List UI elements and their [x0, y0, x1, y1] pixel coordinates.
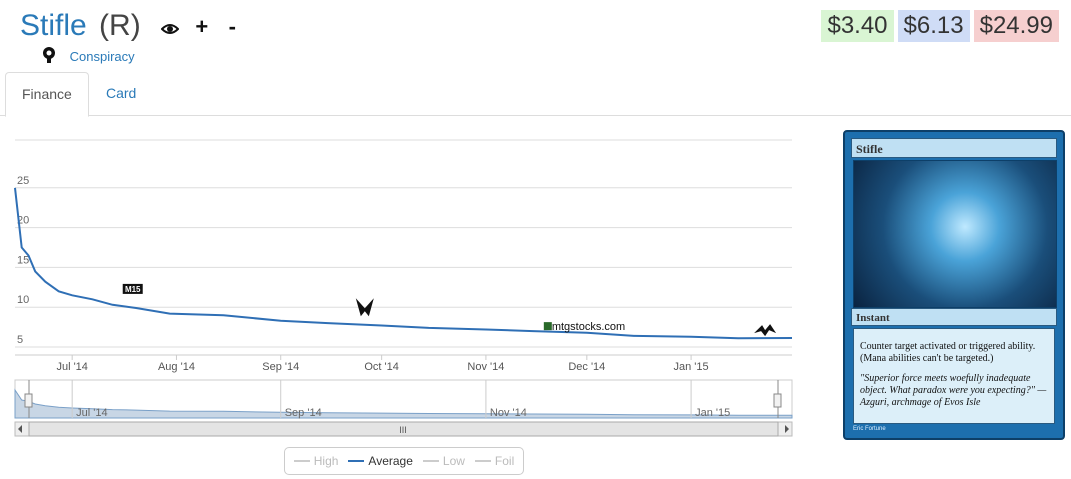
set-link[interactable]: Conspiracy: [69, 49, 135, 64]
chart-navigator[interactable]: Jul '14 Sep '14 Nov '14 Jan '15: [14, 379, 793, 419]
x-axis-ticks: Jul '14 Aug '14 Sep '14 Oct '14 Nov '14 Dec '…: [56, 355, 709, 373]
tab-bar: Finance Card: [0, 72, 1071, 117]
set-line: Conspiracy: [42, 46, 135, 67]
y-tick-label: 15: [17, 254, 29, 266]
svg-text:mtgstocks.com: mtgstocks.com: [552, 321, 625, 333]
y-tick-label: 10: [17, 294, 29, 306]
card-image: Stifle Instant Counter target activated …: [843, 130, 1065, 440]
y-tick-label: 25: [17, 175, 29, 187]
khans-set-icon[interactable]: [355, 298, 374, 317]
x-tick-label: Jan '15: [674, 361, 709, 373]
x-tick-label: Sep '14: [262, 361, 299, 373]
plus-icon[interactable]: +: [195, 14, 209, 40]
navigator-right-handle[interactable]: [773, 393, 782, 408]
chart-legend: High Average Low Foil: [284, 447, 524, 475]
card-artist: Eric Fortune: [853, 426, 886, 432]
minus-icon[interactable]: -: [228, 14, 236, 40]
x-tick-label: Aug '14: [158, 361, 195, 373]
scroll-right-icon[interactable]: [785, 425, 789, 433]
navigator-area: [14, 388, 793, 419]
card-image-type: Instant: [851, 308, 1057, 326]
legend-high[interactable]: High: [293, 454, 338, 468]
scrollbar-grip: III: [399, 425, 407, 435]
legend-foil[interactable]: Foil: [474, 454, 514, 468]
legend-average[interactable]: Average: [348, 454, 413, 468]
x-tick-label: Nov '14: [467, 361, 504, 373]
card-image-name: Stifle: [851, 138, 1057, 158]
y-axis-ticks: 5 10 15 20 25: [17, 175, 29, 346]
price-badges: $3.40 $6.13 $24.99: [821, 10, 1059, 42]
tab-card[interactable]: Card: [106, 85, 137, 101]
svg-text:M15: M15: [125, 285, 141, 294]
mtgstocks-logo-icon[interactable]: mtgstocks.com: [543, 321, 625, 333]
navigator-left-handle[interactable]: [24, 393, 33, 408]
chart-grid: [15, 139, 792, 356]
price-chart: 5 10 15 20 25 Jul '14 Aug '14 Sep '14 Oct '14 No…: [14, 139, 793, 437]
set-symbol-icon: [42, 46, 56, 67]
card-rarity: (R): [99, 9, 141, 42]
scroll-left-icon[interactable]: [18, 425, 22, 433]
card-rules-box: Counter target activated or triggered ab…: [853, 328, 1055, 424]
x-tick-label: Jul '14: [56, 361, 87, 373]
price-low: $3.40: [821, 10, 894, 42]
navigator-tick-label: Jul '14: [76, 407, 107, 419]
x-tick-label: Dec '14: [568, 361, 605, 373]
fate-set-icon[interactable]: [754, 324, 777, 337]
card-art: [853, 160, 1057, 308]
card-name: Stifle: [20, 9, 87, 42]
chart-annotations: M15 mtgstocks.com: [122, 283, 777, 337]
navigator-tick-label: Jan '15: [695, 407, 730, 419]
card-title: Stifle (R) + -: [20, 8, 236, 45]
x-tick-label: Oct '14: [364, 361, 399, 373]
y-tick-label: 5: [17, 334, 23, 346]
card-rules-text: Counter target activated or triggered ab…: [860, 341, 1036, 364]
m15-set-icon[interactable]: M15: [122, 283, 143, 294]
chart-scrollbar[interactable]: III: [14, 421, 793, 437]
navigator-tick-label: Nov '14: [490, 407, 527, 419]
y-tick-label: 20: [17, 215, 29, 227]
price-average: $6.13: [897, 10, 970, 42]
price-high: $24.99: [973, 10, 1059, 42]
series-line-average: [14, 187, 793, 340]
navigator-tick-label: Sep '14: [285, 407, 322, 419]
scrollbar-thumb[interactable]: [28, 421, 779, 437]
eye-icon[interactable]: [160, 9, 180, 45]
card-flavor-text: "Superior force meets woefully inadequat…: [860, 373, 1047, 408]
legend-low[interactable]: Low: [422, 454, 465, 468]
tab-finance[interactable]: Finance: [5, 72, 89, 117]
